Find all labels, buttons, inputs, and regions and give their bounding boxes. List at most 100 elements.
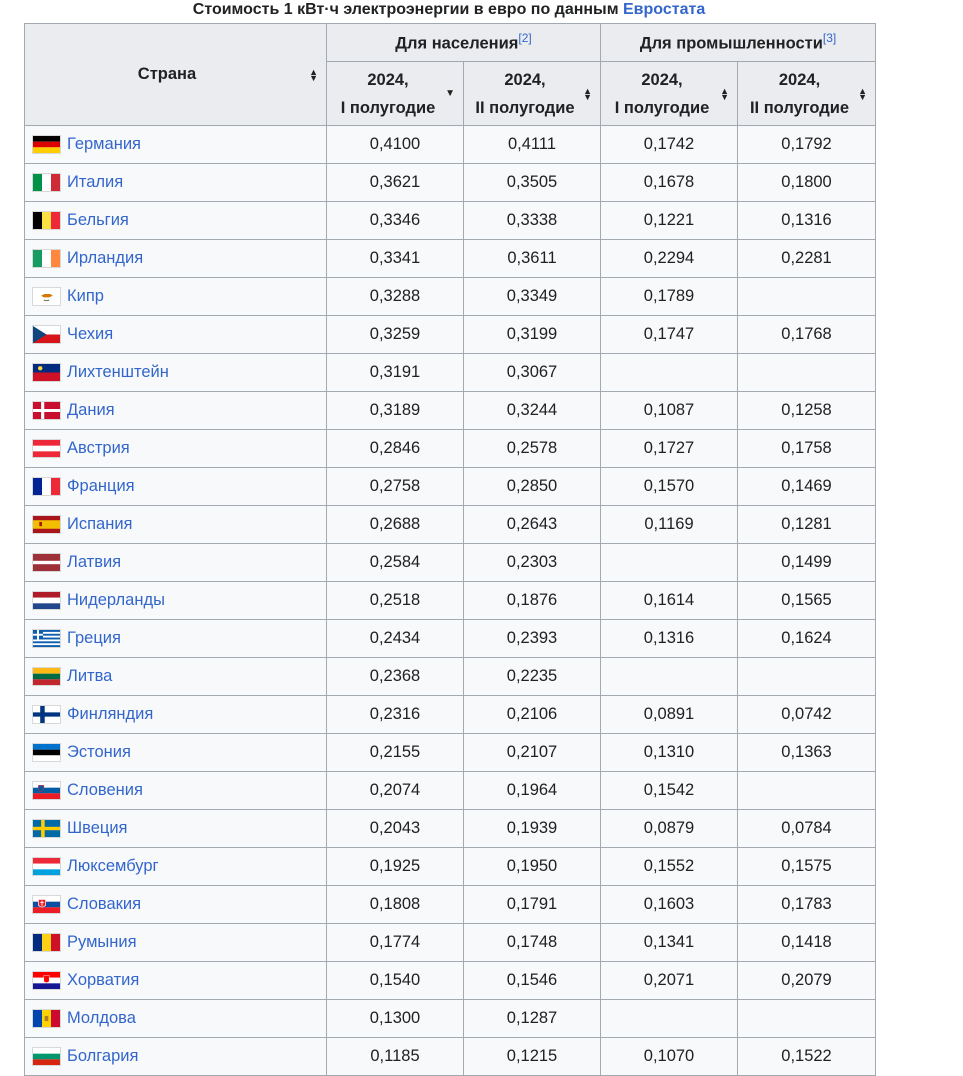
price-cell-h2: 0,2235 [463,657,601,696]
ref-link-3[interactable]: [3] [822,31,837,46]
country-link[interactable]: Греция [67,629,121,648]
country-link[interactable]: Молдова [67,1009,136,1028]
price-cell-h2: 0,1791 [463,885,601,924]
flag-be-icon [32,211,61,231]
price-cell-h1: 0,1925 [326,847,464,886]
country-cell: Лихтенштейн [24,353,327,392]
country-link[interactable]: Нидерланды [67,591,165,610]
table-row: Австрия 0,2846 0,2578 0,1727 0,1758 [24,429,877,468]
country-link[interactable]: Словакия [67,895,142,914]
flag-gr-icon [32,629,61,649]
country-cell: Латвия [24,543,327,582]
table-row: Латвия 0,2584 0,2303 0,1499 [24,543,877,582]
country-link[interactable]: Словения [67,781,143,800]
price-cell-i2 [736,771,877,810]
country-link[interactable]: Румыния [67,933,137,952]
country-link[interactable]: Кипр [67,287,104,306]
price-cell-h2: 0,3349 [463,277,601,316]
country-link[interactable]: Франция [67,477,135,496]
header-household-h2[interactable]: 2024, II полугодие ▲ ▼ [463,61,601,126]
table-row: Лихтенштейн 0,3191 0,3067 [24,353,877,392]
header-industry-label: Для промышленности [639,34,823,53]
country-link[interactable]: Финляндия [67,705,154,724]
price-cell-h1: 0,3259 [326,315,464,354]
country-link[interactable]: Чехия [67,325,114,344]
price-cell-i2: 0,1316 [736,201,877,240]
price-cell-h2: 0,2303 [463,543,601,582]
country-link[interactable]: Болгария [67,1047,139,1066]
header-country-label: Страна [137,65,197,83]
price-cell-i1: 0,0879 [600,809,738,848]
table-row: Испания 0,2688 0,2643 0,1169 0,1281 [24,505,877,544]
price-cell-h2: 0,2643 [463,505,601,544]
price-cell-i2: 0,2281 [736,239,877,278]
price-cell-h2: 0,3244 [463,391,601,430]
country-cell: Швеция [24,809,327,848]
country-link[interactable]: Люксембург [67,857,159,876]
country-link[interactable]: Германия [67,135,141,154]
country-link[interactable]: Лихтенштейн [67,363,169,382]
price-cell-h1: 0,2434 [326,619,464,658]
table-row: Греция 0,2434 0,2393 0,1316 0,1624 [24,619,877,658]
price-cell-h1: 0,4100 [326,125,464,164]
country-cell: Словакия [24,885,327,924]
eurostat-link[interactable]: Евростата [623,1,706,18]
header-country[interactable]: Страна ▲ ▼ [24,23,327,126]
country-link[interactable]: Хорватия [67,971,140,990]
price-cell-h1: 0,3341 [326,239,464,278]
flag-ie-icon [32,249,61,269]
ref-link-2[interactable]: [2] [518,31,532,46]
country-cell: Германия [24,125,327,164]
header-industry-h1[interactable]: 2024, I полугодие ▲ ▼ [600,61,738,126]
price-cell-i2: 0,1575 [736,847,877,886]
price-cell-i2: 0,2079 [736,961,877,1000]
sort-icon: ▲ ▼ [720,85,729,102]
flag-se-icon [32,819,61,839]
country-cell: Эстония [24,733,327,772]
price-cell-h2: 0,1287 [463,999,601,1038]
header-industry: Для промышленности[3] [599,23,877,62]
country-link[interactable]: Испания [67,515,133,534]
country-cell: Италия [24,163,327,202]
header-half: I полугодие [340,98,436,117]
price-cell-i1: 0,1603 [600,885,738,924]
sort-icon: ▲ ▼ [309,66,318,83]
price-cell-i2: 0,1363 [736,733,877,772]
flag-fr-icon [32,477,61,497]
price-cell-i2: 0,1258 [736,391,877,430]
price-cell-i2: 0,1800 [736,163,877,202]
price-cell-h2: 0,2578 [463,429,601,468]
country-cell: Бельгия [24,201,327,240]
flag-md-icon [32,1009,61,1029]
table-row: Люксембург 0,1925 0,1950 0,1552 0,1575 [24,847,877,886]
price-cell-i1: 0,1169 [600,505,738,544]
header-household-label: Для населения [395,34,519,53]
price-cell-i1: 0,1316 [600,619,738,658]
header-industry-h2[interactable]: 2024, II полугодие ▲ ▼ [736,61,877,126]
header-year: 2024, [504,70,546,89]
table-row: Германия 0,4100 0,4111 0,1742 0,1792 [24,125,877,164]
price-cell-i1: 0,1221 [600,201,738,240]
flag-cz-icon [32,325,61,345]
country-link[interactable]: Латвия [67,553,122,572]
flag-fi-icon [32,705,61,725]
country-cell: Кипр [24,277,327,316]
country-cell: Нидерланды [24,581,327,620]
country-link[interactable]: Эстония [67,743,131,762]
price-cell-h2: 0,1964 [463,771,601,810]
price-cell-h1: 0,1185 [326,1037,464,1076]
sort-icon: ▲ ▼ [858,85,868,102]
price-cell-i1: 0,1727 [600,429,738,468]
country-link[interactable]: Ирландия [67,249,144,268]
country-link[interactable]: Дания [67,401,115,420]
header-half: II полугодие [749,98,850,117]
header-household-h1[interactable]: 2024, I полугодие ▼ [326,61,464,126]
country-link[interactable]: Швеция [67,819,128,838]
country-link[interactable]: Австрия [67,439,130,458]
price-cell-h2: 0,3611 [463,239,601,278]
country-cell: Финляндия [24,695,327,734]
country-link[interactable]: Италия [67,173,124,192]
country-link[interactable]: Литва [67,667,113,686]
country-link[interactable]: Бельгия [67,211,129,230]
flag-es-icon [32,515,61,535]
